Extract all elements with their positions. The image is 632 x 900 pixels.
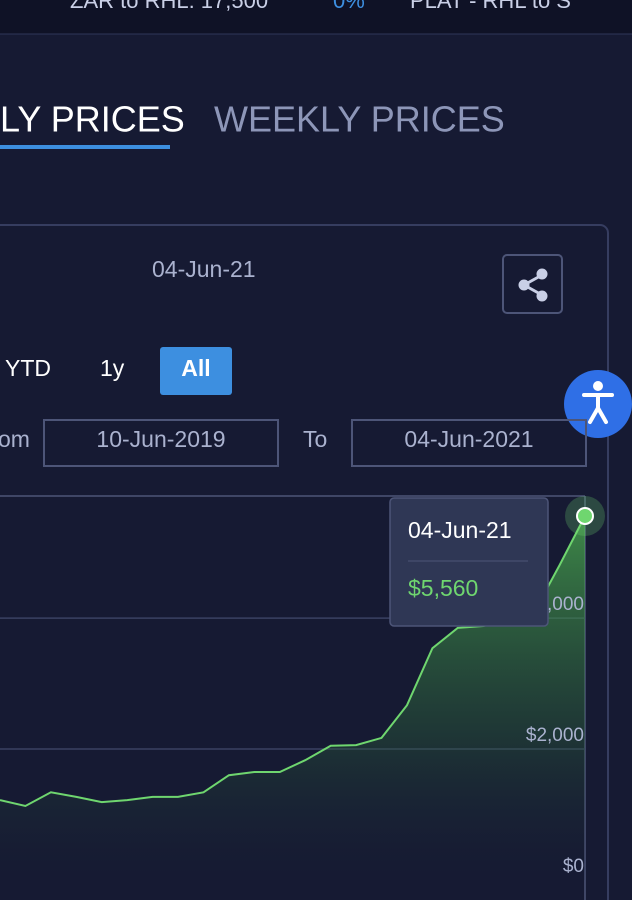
- ticker-item: ZAR to RHL: 17,500: [70, 0, 268, 13]
- area: [0, 516, 585, 880]
- ticker-item: PLAT - RHL to S: [410, 0, 571, 13]
- overlay: 04-Jun-21 $5,560: [389, 497, 549, 627]
- ticker-bar: [0, 0, 632, 34]
- share-button[interactable]: [502, 254, 563, 314]
- tab-daily[interactable]: LY PRICES: [0, 99, 185, 140]
- range-button[interactable]: All: [181, 355, 210, 381]
- from-value[interactable]: 10-Jun-2019: [96, 426, 225, 452]
- current-date: 04-Jun-21: [152, 256, 256, 282]
- to-input[interactable]: [351, 419, 587, 467]
- y-tick-label: $0: [563, 856, 584, 877]
- to-label: To: [303, 426, 327, 452]
- panel: [0, 224, 609, 900]
- tab-weekly[interactable]: WEEKLY PRICES: [214, 99, 505, 140]
- ticker-change: 0%: [333, 0, 365, 13]
- tooltip-value: $5,560: [408, 575, 478, 601]
- tab-underline: [0, 145, 170, 149]
- to-value[interactable]: 04-Jun-2021: [404, 426, 533, 452]
- accessibility-icon: [582, 381, 614, 424]
- tooltip: [389, 497, 549, 627]
- point: [576, 506, 594, 525]
- y-tick-label: $2,000: [526, 725, 584, 746]
- from-label: om: [0, 426, 30, 452]
- range-active[interactable]: [160, 347, 232, 395]
- tooltip-date: 04-Jun-21: [408, 517, 512, 543]
- range-button[interactable]: 1y: [100, 355, 125, 381]
- from-input[interactable]: [43, 419, 279, 467]
- share-icon: [518, 268, 548, 302]
- range-button[interactable]: YTD: [5, 355, 51, 381]
